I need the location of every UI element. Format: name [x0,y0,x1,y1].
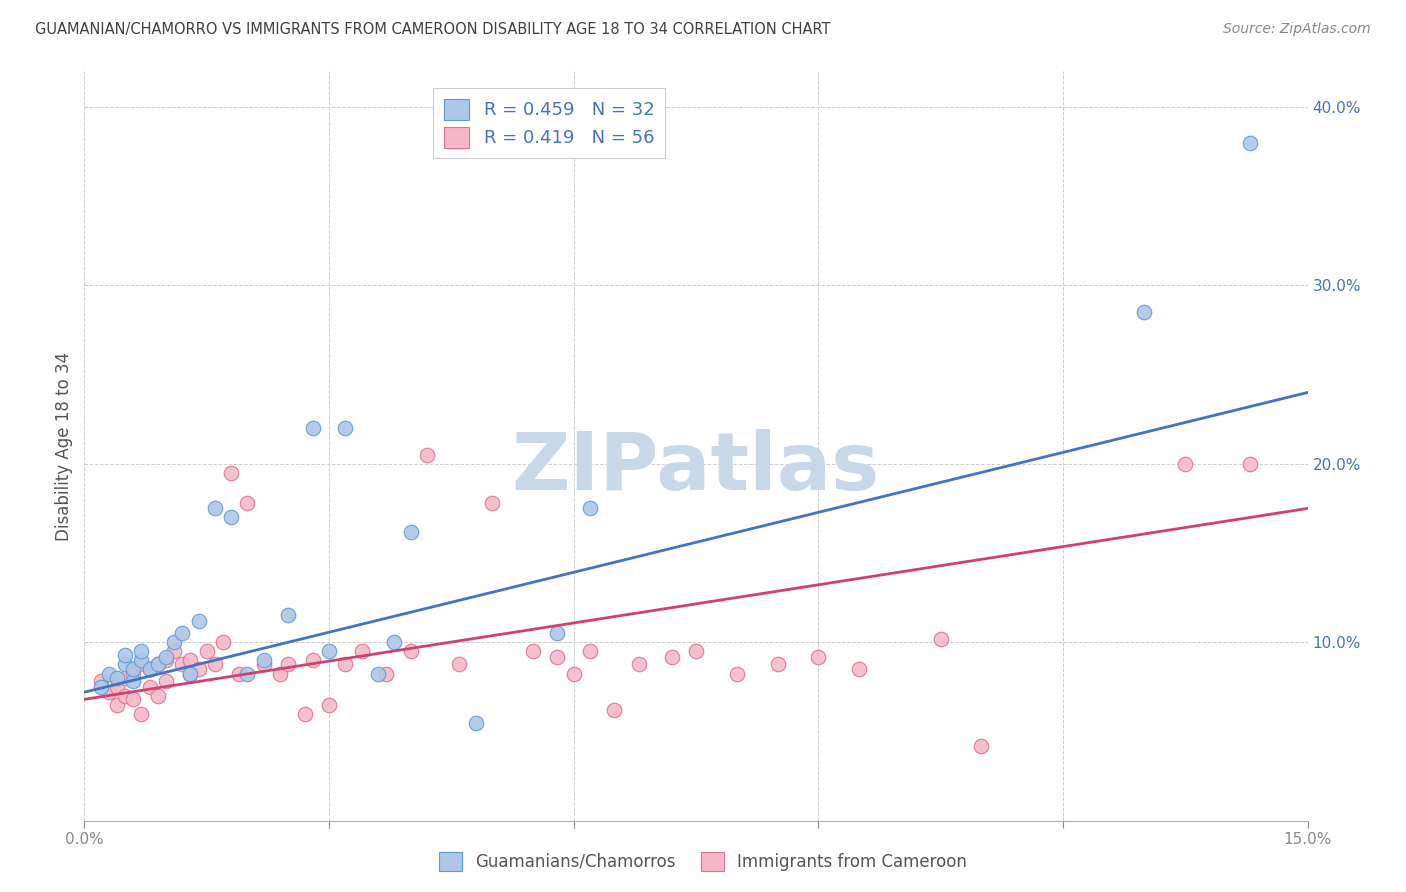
Point [970,739,993,753]
Point [172,626,194,640]
Point [236,667,259,681]
Point [603,703,626,717]
Point [277,608,299,623]
Text: Source: ZipAtlas.com: Source: ZipAtlas.com [1223,22,1371,37]
Point [195,644,218,658]
Point [155,649,177,664]
Point [122,674,145,689]
Point [204,657,226,671]
Point [228,667,250,681]
Point [122,692,145,706]
Point [122,662,145,676]
Point [685,644,707,658]
Point [163,635,186,649]
Point [155,653,177,667]
Point [579,644,602,658]
Point [253,653,276,667]
Point [253,657,276,671]
Point [1239,136,1261,150]
Point [766,657,789,671]
Y-axis label: Disability Age 18 to 34: Disability Age 18 to 34 [55,351,73,541]
Point [416,448,439,462]
Point [301,653,323,667]
Point [661,649,683,664]
Point [172,657,194,671]
Point [399,524,422,539]
Point [546,626,568,640]
Point [449,657,471,671]
Point [163,644,186,658]
Point [97,685,120,699]
Point [146,657,169,671]
Point [464,715,486,730]
Point [219,510,242,524]
Point [929,632,952,646]
Point [138,662,160,676]
Point [97,667,120,681]
Point [131,657,153,671]
Point [105,698,128,712]
Point [131,706,153,721]
Point [725,667,748,681]
Point [375,667,398,681]
Point [807,649,830,664]
Point [318,698,340,712]
Legend: R = 0.459   N = 32, R = 0.419   N = 56: R = 0.459 N = 32, R = 0.419 N = 56 [433,88,665,159]
Point [1239,457,1261,471]
Point [179,667,201,681]
Point [204,501,226,516]
Point [155,674,177,689]
Point [187,614,209,628]
Point [318,644,340,658]
Point [131,653,153,667]
Point [138,662,160,676]
Point [187,662,209,676]
Point [219,466,242,480]
Point [105,671,128,685]
Point [114,689,136,703]
Point [522,644,544,658]
Point [105,680,128,694]
Point [367,667,389,681]
Point [236,496,259,510]
Legend: Guamanians/Chamorros, Immigrants from Cameroon: Guamanians/Chamorros, Immigrants from Ca… [430,843,976,880]
Point [146,689,169,703]
Text: ZIPatlas: ZIPatlas [512,429,880,508]
Point [627,657,650,671]
Point [277,657,299,671]
Point [90,680,112,694]
Point [179,653,201,667]
Point [146,657,169,671]
Point [138,680,160,694]
Point [122,667,145,681]
Text: GUAMANIAN/CHAMORRO VS IMMIGRANTS FROM CAMEROON DISABILITY AGE 18 TO 34 CORRELATI: GUAMANIAN/CHAMORRO VS IMMIGRANTS FROM CA… [35,22,831,37]
Point [212,635,235,649]
Point [114,671,136,685]
Point [335,657,357,671]
Point [1133,305,1156,319]
Point [546,649,568,664]
Point [301,421,323,435]
Point [481,496,503,510]
Point [90,674,112,689]
Point [350,644,373,658]
Point [579,501,602,516]
Point [399,644,422,658]
Point [848,662,870,676]
Point [335,421,357,435]
Point [179,667,201,681]
Point [114,657,136,671]
Point [1174,457,1197,471]
Point [294,706,316,721]
Point [382,635,405,649]
Point [269,667,291,681]
Point [114,648,136,662]
Point [562,667,585,681]
Point [131,644,153,658]
